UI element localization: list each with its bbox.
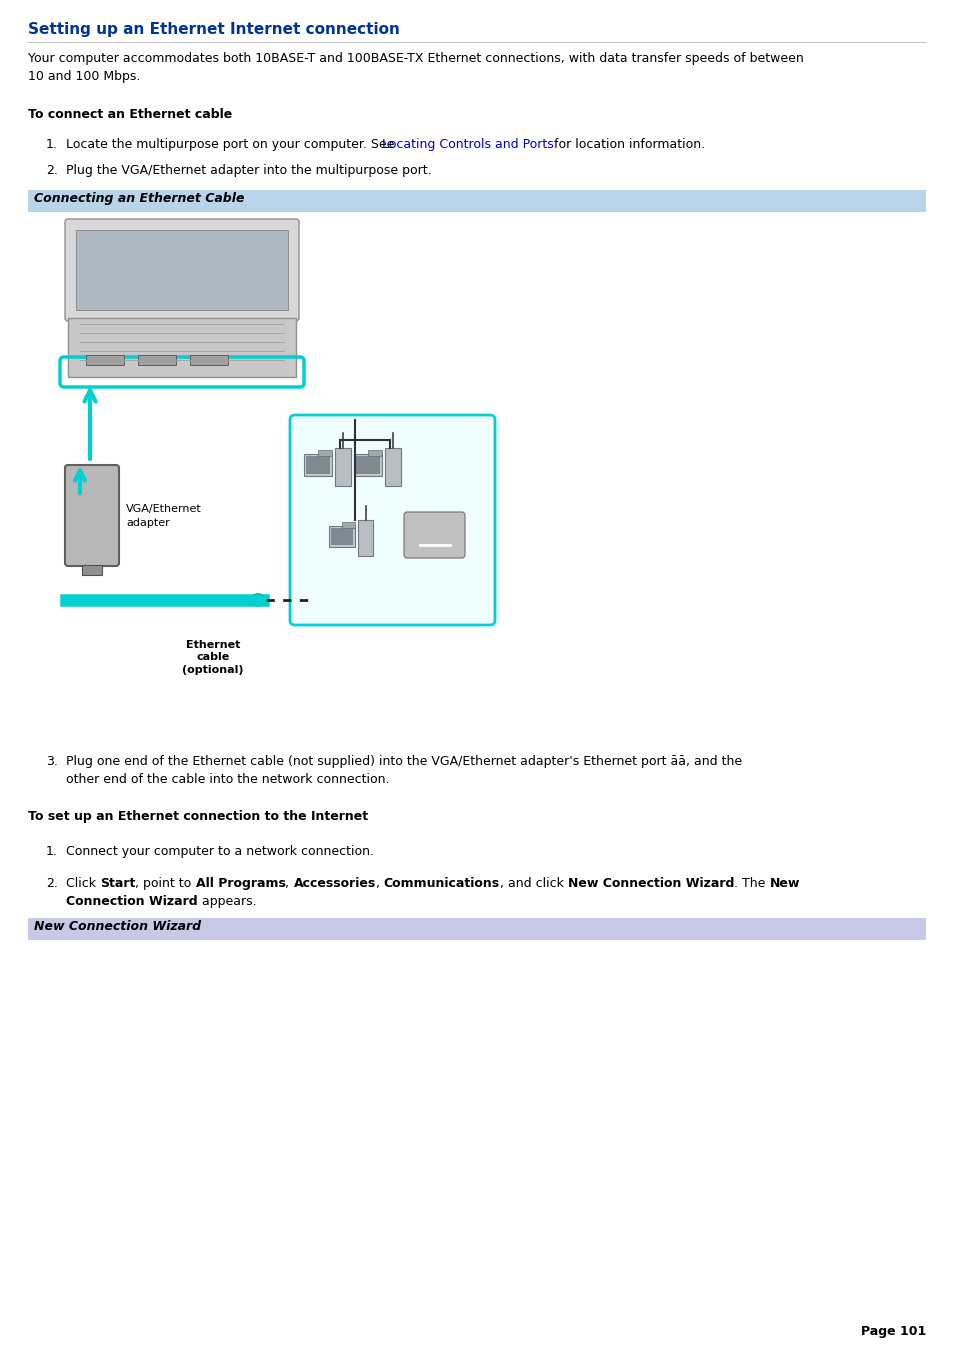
Text: . The: . The bbox=[734, 877, 769, 890]
Text: 2.: 2. bbox=[46, 163, 58, 177]
Text: Connect your computer to a network connection.: Connect your computer to a network conne… bbox=[66, 844, 374, 858]
Bar bbox=[355, 457, 379, 474]
Bar bbox=[330, 528, 353, 544]
Bar bbox=[138, 355, 175, 365]
Text: New Connection Wizard: New Connection Wizard bbox=[567, 877, 734, 890]
Text: for location information.: for location information. bbox=[550, 138, 704, 151]
Text: VGA/Ethernet
adapter: VGA/Ethernet adapter bbox=[126, 504, 201, 528]
FancyBboxPatch shape bbox=[65, 219, 298, 322]
Text: Locate the multipurpose port on your computer. See: Locate the multipurpose port on your com… bbox=[66, 138, 398, 151]
Text: New: New bbox=[769, 877, 799, 890]
Bar bbox=[354, 454, 381, 476]
Bar bbox=[76, 230, 288, 309]
Text: Plug one end of the Ethernet cable (not supplied) into the VGA/Ethernet adapter': Plug one end of the Ethernet cable (not … bbox=[66, 755, 741, 767]
Text: Page 101: Page 101 bbox=[860, 1325, 925, 1337]
Text: ,: , bbox=[375, 877, 383, 890]
Bar bbox=[28, 190, 925, 212]
Text: Setting up an Ethernet Internet connection: Setting up an Ethernet Internet connecti… bbox=[28, 22, 399, 36]
Text: To set up an Ethernet connection to the Internet: To set up an Ethernet connection to the … bbox=[28, 811, 368, 823]
Text: 1.: 1. bbox=[46, 138, 58, 151]
Text: New Connection Wizard: New Connection Wizard bbox=[34, 920, 201, 934]
Bar bbox=[341, 521, 355, 528]
Text: 1.: 1. bbox=[46, 844, 58, 858]
Ellipse shape bbox=[250, 594, 266, 607]
FancyBboxPatch shape bbox=[403, 512, 464, 558]
FancyBboxPatch shape bbox=[68, 317, 295, 377]
Polygon shape bbox=[294, 592, 304, 608]
FancyBboxPatch shape bbox=[65, 465, 119, 566]
Text: Ethernet
cable
(optional): Ethernet cable (optional) bbox=[182, 640, 244, 674]
Bar bbox=[328, 526, 355, 547]
Text: ,: , bbox=[285, 877, 294, 890]
Bar bbox=[82, 565, 102, 576]
Bar bbox=[28, 917, 925, 940]
Text: Click: Click bbox=[66, 877, 100, 890]
Text: 3.: 3. bbox=[46, 755, 58, 767]
Text: Plug the VGA/Ethernet adapter into the multipurpose port.: Plug the VGA/Ethernet adapter into the m… bbox=[66, 163, 431, 177]
Bar bbox=[317, 450, 332, 457]
Text: Locating Controls and Ports: Locating Controls and Ports bbox=[381, 138, 553, 151]
Text: , point to: , point to bbox=[135, 877, 195, 890]
Text: Your computer accommodates both 10BASE-T and 100BASE-TX Ethernet connections, wi: Your computer accommodates both 10BASE-T… bbox=[28, 51, 803, 82]
Text: Connection Wizard: Connection Wizard bbox=[66, 894, 197, 908]
Bar bbox=[368, 450, 381, 457]
Bar bbox=[335, 449, 351, 486]
Bar bbox=[357, 520, 373, 557]
Bar bbox=[86, 355, 124, 365]
Text: Connecting an Ethernet Cable: Connecting an Ethernet Cable bbox=[34, 192, 244, 205]
Text: Communications: Communications bbox=[383, 877, 499, 890]
Text: appears.: appears. bbox=[197, 894, 256, 908]
Text: other end of the cable into the network connection.: other end of the cable into the network … bbox=[66, 773, 389, 786]
Text: Start: Start bbox=[100, 877, 135, 890]
Text: , and click: , and click bbox=[499, 877, 567, 890]
Bar bbox=[304, 454, 332, 476]
Text: All Programs: All Programs bbox=[195, 877, 285, 890]
Bar bbox=[306, 457, 330, 474]
FancyBboxPatch shape bbox=[290, 415, 495, 626]
Bar bbox=[190, 355, 228, 365]
Text: 2.: 2. bbox=[46, 877, 58, 890]
Text: Accessories: Accessories bbox=[294, 877, 375, 890]
Bar bbox=[385, 449, 400, 486]
Text: To connect an Ethernet cable: To connect an Ethernet cable bbox=[28, 108, 232, 122]
